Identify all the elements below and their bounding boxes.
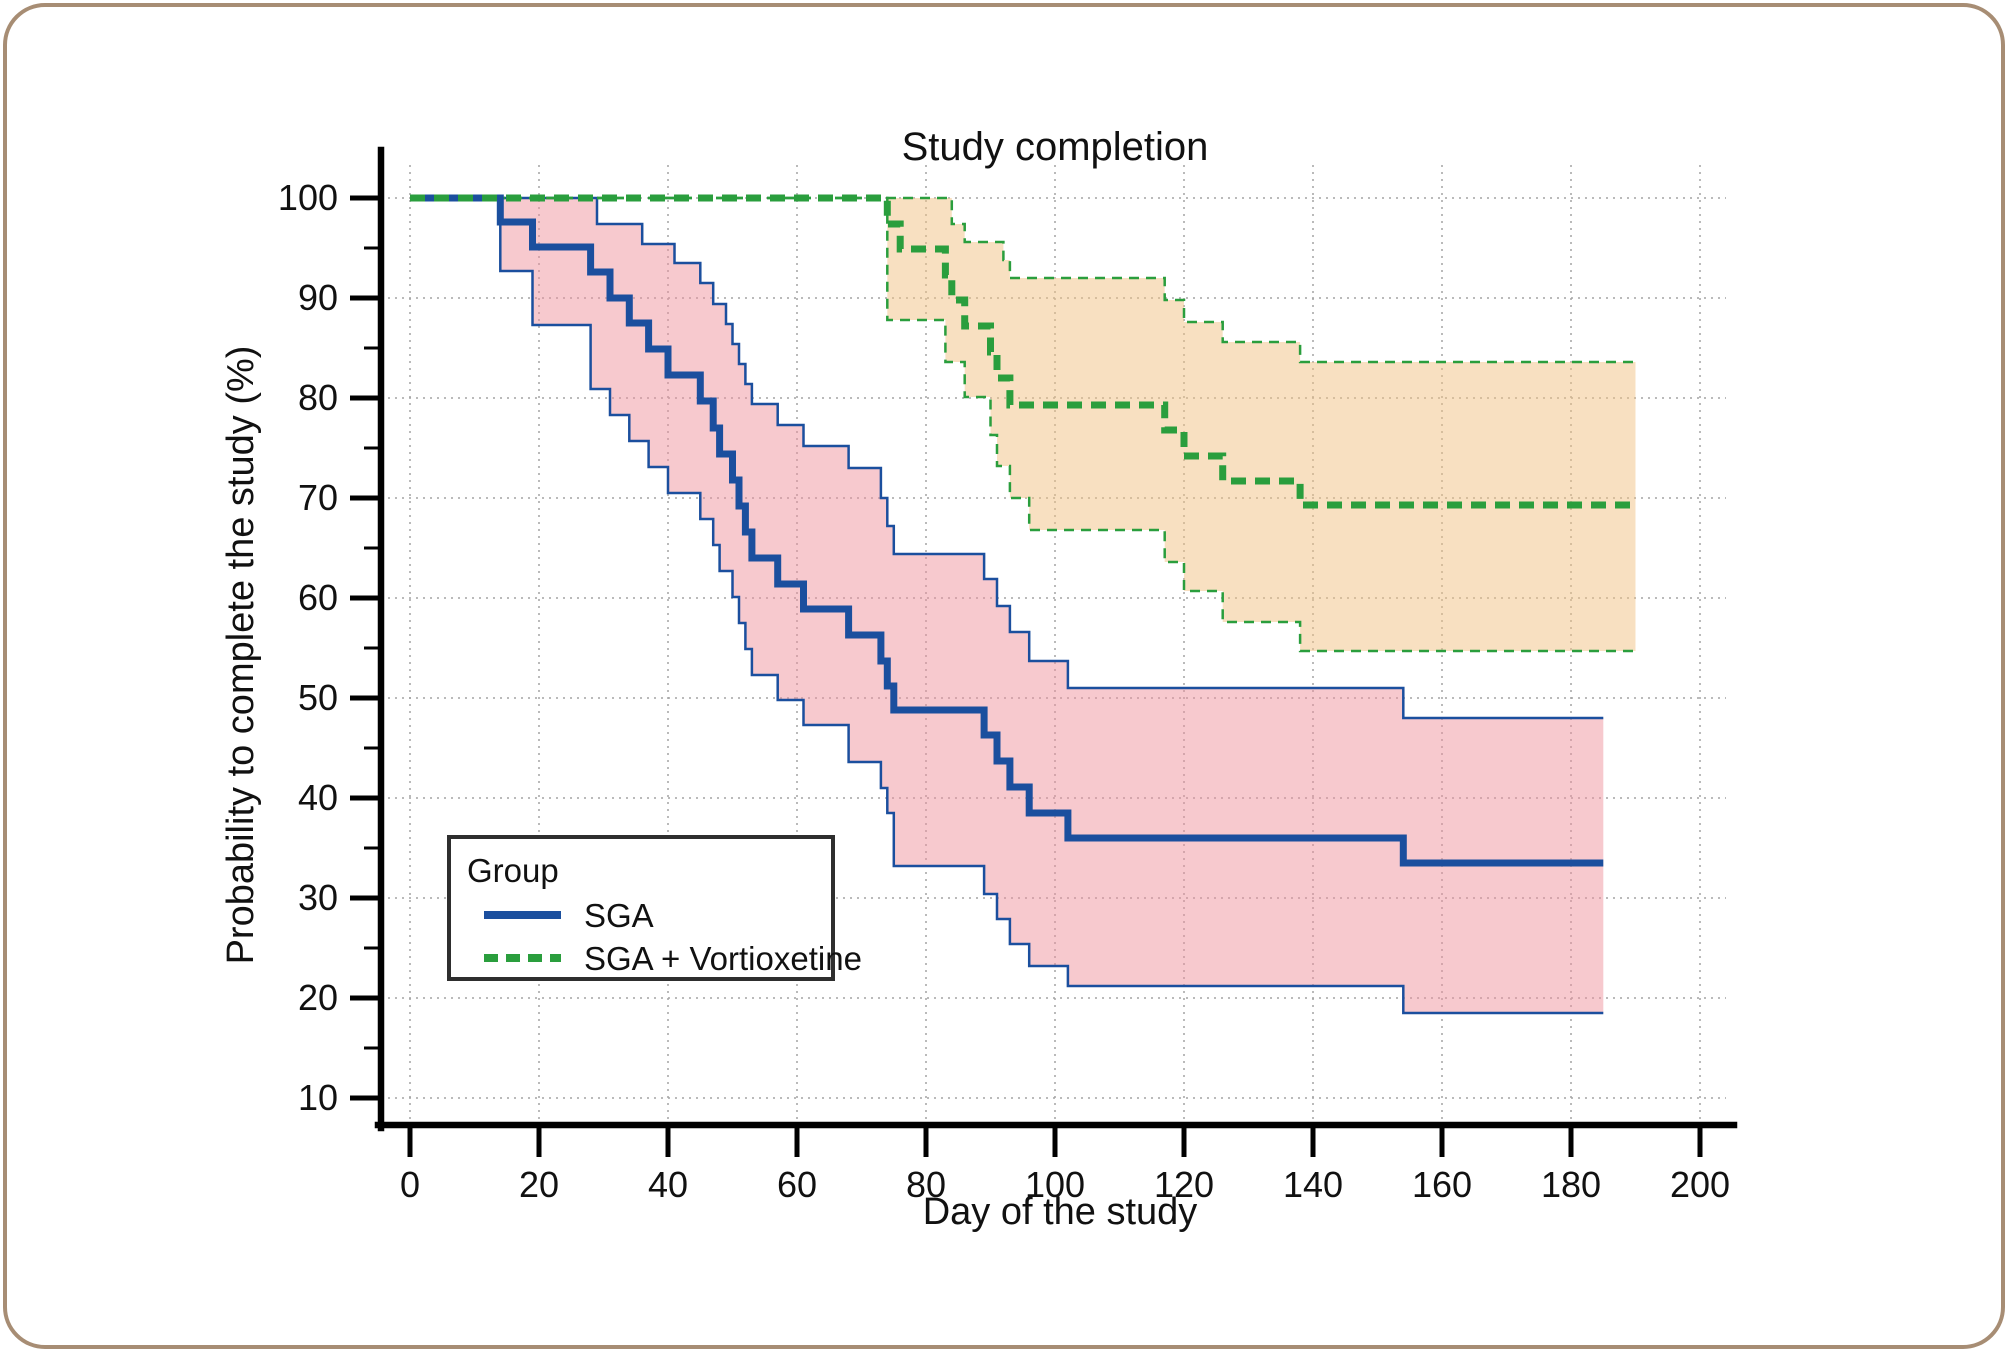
x-axis-title: Day of the study [923, 1191, 1198, 1233]
legend-title: Group [467, 852, 559, 889]
y-tick-label: 100 [278, 177, 338, 218]
axes-layer: 10 20 30 40 50 60 70 80 90 100 0 20 40 60 80 100 120 140 1… [278, 146, 1738, 1205]
sga-curve [410, 194, 1604, 867]
x-tick-label: 200 [1670, 1164, 1730, 1205]
sga-vortioxetine-ci-lower-line [410, 196, 1636, 653]
sga-ci-lower-line [410, 196, 1604, 1015]
y-axis-title: Probability to complete the study (%) [220, 346, 262, 965]
y-tick-label: 50 [298, 677, 338, 718]
y-tick-label: 90 [298, 277, 338, 318]
y-tick-label: 10 [298, 1077, 338, 1118]
legend-label-sga-vortioxetine: SGA + Vortioxetine [584, 940, 862, 977]
x-tick-label: 40 [648, 1164, 688, 1205]
y-tick-label: 30 [298, 877, 338, 918]
legend-label-sga: SGA [584, 897, 654, 934]
ci-lines-layer [410, 196, 1636, 1015]
x-tick-label: 180 [1541, 1164, 1601, 1205]
x-tick-label: 160 [1412, 1164, 1472, 1205]
chart-title: Study completion [902, 125, 1209, 169]
sga-ci-upper-line [410, 196, 1604, 720]
sga-vortioxetine-ci-band [410, 198, 1636, 651]
x-tick-label: 60 [777, 1164, 817, 1205]
x-tick-label: 20 [519, 1164, 559, 1205]
y-tick-label: 60 [298, 577, 338, 618]
sga-vortioxetine-curve [410, 194, 1636, 509]
x-tick-label: 100 [1025, 1164, 1085, 1205]
x-tick-label: 140 [1283, 1164, 1343, 1205]
x-tick-label: 120 [1154, 1164, 1214, 1205]
sga-vortioxetine-ci-upper-line [410, 196, 1636, 364]
legend: Group SGA SGA + Vortioxetine [447, 835, 862, 981]
y-tick-label: 40 [298, 777, 338, 818]
y-tick-label: 20 [298, 977, 338, 1018]
curves-layer [410, 194, 1636, 867]
x-tick-label: 0 [400, 1164, 420, 1205]
y-tick-label: 70 [298, 477, 338, 518]
x-tick-label: 80 [906, 1164, 946, 1205]
y-tick-label: 80 [298, 377, 338, 418]
